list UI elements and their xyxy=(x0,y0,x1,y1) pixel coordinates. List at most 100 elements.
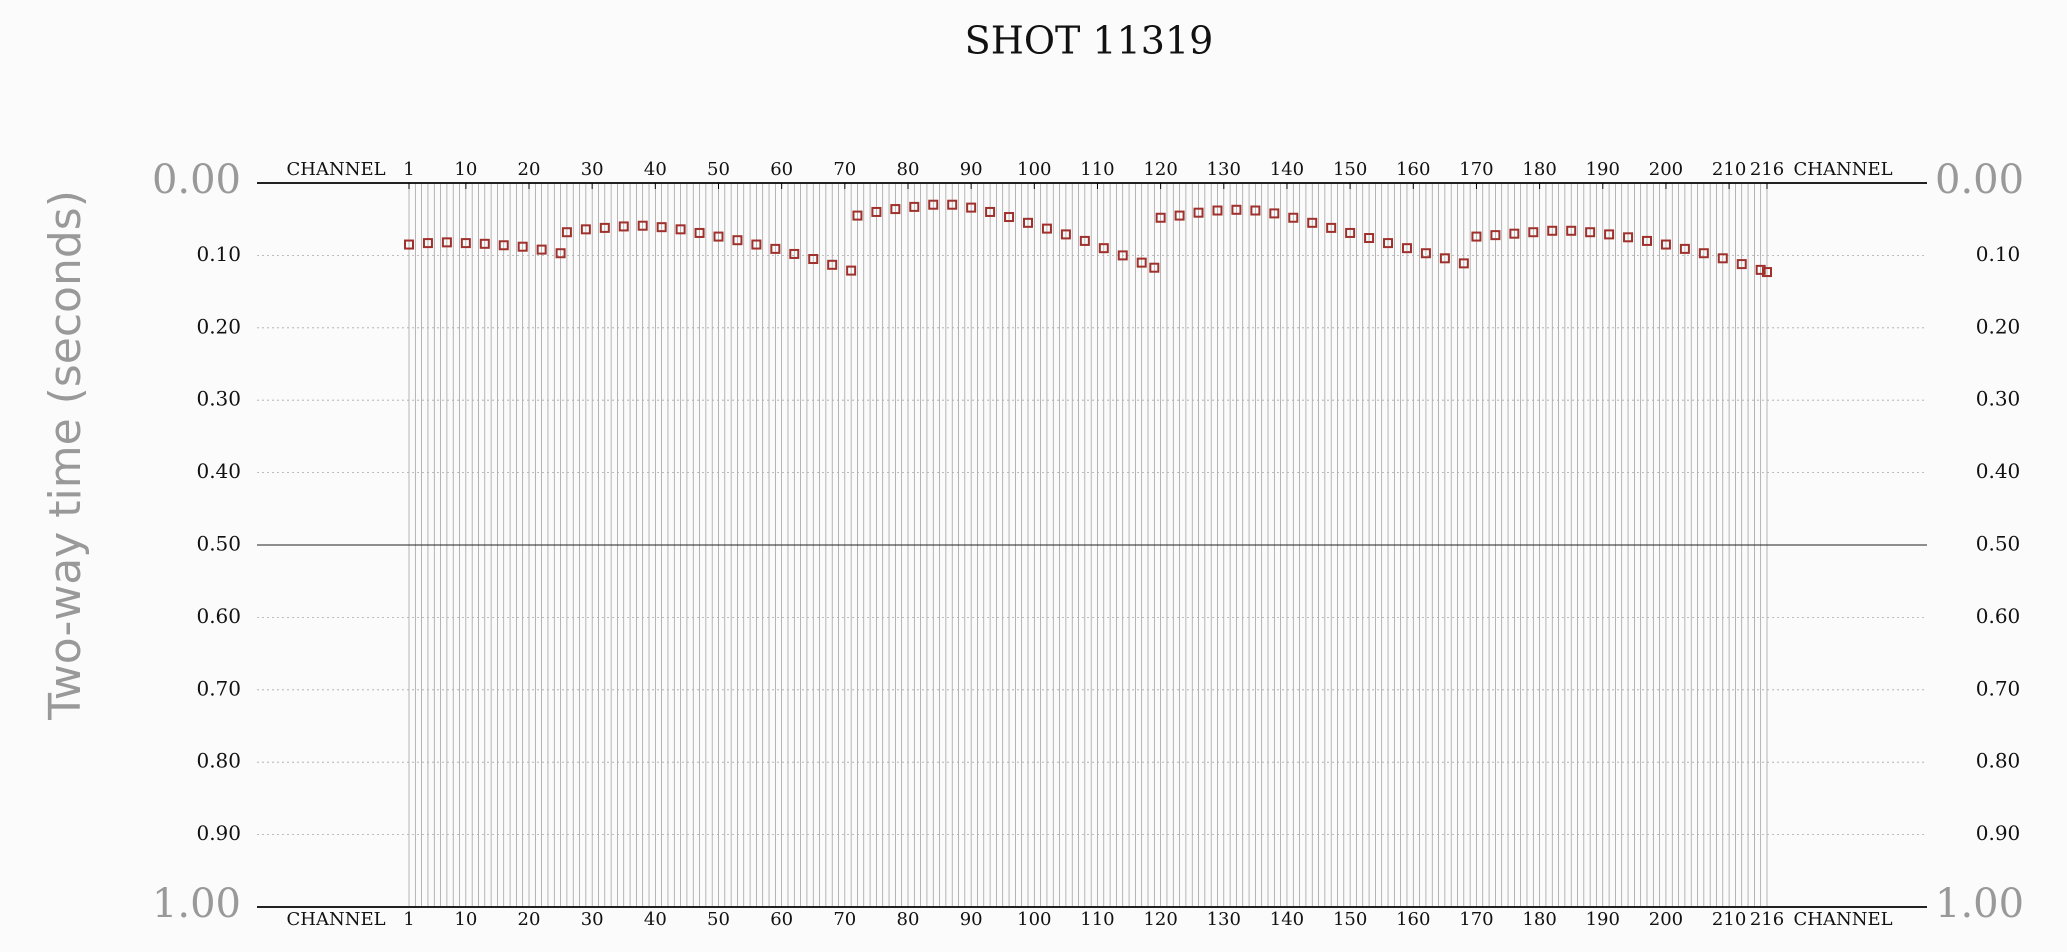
x-tick-label-top: 90 xyxy=(960,159,983,180)
y-tick-label-right: 0.90 xyxy=(1976,821,2021,845)
x-tick-label-bottom: 160 xyxy=(1396,909,1430,930)
x-tick-label-bottom: 80 xyxy=(897,909,920,930)
x-tick-label-bottom: 40 xyxy=(644,909,667,930)
first-break-pick xyxy=(1004,212,1015,223)
x-tick-label-bottom: 140 xyxy=(1270,909,1304,930)
first-break-pick xyxy=(422,238,433,249)
x-tick-label-top: 160 xyxy=(1396,159,1430,180)
x-tick-label-bottom: 100 xyxy=(1017,909,1051,930)
first-break-pick xyxy=(1762,267,1772,278)
x-tick-label-top: 10 xyxy=(454,159,477,180)
first-break-pick xyxy=(1755,264,1766,275)
first-break-pick xyxy=(1383,238,1394,249)
first-break-pick xyxy=(1401,243,1412,254)
first-break-pick xyxy=(1174,210,1185,221)
first-break-pick xyxy=(1288,212,1299,223)
first-break-pick xyxy=(808,254,819,265)
first-break-pick xyxy=(1060,229,1071,240)
y-tick-label-left: 1.00 xyxy=(152,881,241,927)
first-break-pick xyxy=(1149,262,1160,273)
first-break-pick xyxy=(498,240,509,251)
first-break-pick xyxy=(1623,232,1634,243)
first-break-pick xyxy=(770,243,781,254)
x-tick-label-top: 130 xyxy=(1207,159,1241,180)
y-tick-label-right: 1.00 xyxy=(1935,881,2024,927)
x-tick-label-top: 140 xyxy=(1270,159,1304,180)
first-break-pick xyxy=(751,239,762,250)
first-break-pick xyxy=(637,220,648,231)
first-break-pick xyxy=(1155,212,1166,223)
first-break-pick xyxy=(1364,233,1375,244)
x-tick-label-top: 216 xyxy=(1750,159,1784,180)
x-tick-label-bottom: 170 xyxy=(1459,909,1493,930)
x-tick-label-top: 70 xyxy=(833,159,856,180)
first-break-pick xyxy=(827,259,838,270)
x-tick-label-top: 30 xyxy=(581,159,604,180)
y-tick-label-left: 0.10 xyxy=(196,242,241,266)
first-break-pick xyxy=(656,222,667,233)
x-tick-label-bottom: 60 xyxy=(770,909,793,930)
y-tick-label-left: 0.20 xyxy=(196,314,241,338)
first-break-pick xyxy=(675,224,686,235)
x-tick-label-bottom: 10 xyxy=(454,909,477,930)
first-break-pick xyxy=(555,248,566,259)
first-break-pick xyxy=(846,265,857,276)
y-tick-label-right: 0.70 xyxy=(1976,676,2021,700)
first-break-pick xyxy=(536,244,547,255)
x-tick-label-top: 200 xyxy=(1649,159,1683,180)
first-break-pick xyxy=(460,238,471,249)
first-break-pick xyxy=(599,222,610,233)
first-break-pick xyxy=(1117,250,1128,261)
y-tick-label-right: 0.80 xyxy=(1976,749,2021,773)
first-break-pick xyxy=(1269,208,1280,219)
first-break-pick xyxy=(618,221,629,232)
first-break-pick xyxy=(1698,248,1709,259)
first-break-pick xyxy=(1439,253,1450,264)
x-tick-label-top: 110 xyxy=(1080,159,1114,180)
first-break-pick xyxy=(1022,217,1033,228)
first-break-pick xyxy=(1193,207,1204,218)
first-break-pick xyxy=(1660,239,1671,250)
first-break-pick xyxy=(1212,205,1223,216)
first-break-pick xyxy=(1679,243,1690,254)
x-tick-label-top: 100 xyxy=(1017,159,1051,180)
first-break-pick xyxy=(732,235,743,246)
first-break-pick xyxy=(479,238,490,249)
first-break-pick xyxy=(871,206,882,217)
first-break-pick xyxy=(404,239,414,250)
first-break-pick xyxy=(928,199,939,210)
x-tick-label-bottom: 30 xyxy=(581,909,604,930)
first-break-pick xyxy=(1136,257,1147,268)
x-tick-label-bottom: 210 xyxy=(1712,909,1746,930)
x-tick-label-top: 20 xyxy=(518,159,541,180)
y-tick-label-right: 0.40 xyxy=(1976,459,2021,483)
y-tick-label-right: 0.20 xyxy=(1976,314,2021,338)
first-break-pick xyxy=(1528,227,1539,238)
first-break-pick xyxy=(1307,217,1318,228)
first-break-pick xyxy=(1326,222,1337,233)
y-tick-label-right: 0.10 xyxy=(1976,242,2021,266)
y-tick-label-right: 0.60 xyxy=(1976,604,2021,628)
x-tick-label-bottom: 120 xyxy=(1143,909,1177,930)
first-break-pick xyxy=(713,231,724,242)
y-tick-label-left: 0.60 xyxy=(196,604,241,628)
first-break-pick xyxy=(1566,225,1577,236)
x-axis-label-bottom-right: CHANNEL xyxy=(1793,909,1892,930)
first-break-pick xyxy=(1250,205,1261,216)
first-break-pick xyxy=(852,210,863,221)
x-tick-label-top: 180 xyxy=(1522,159,1556,180)
y-tick-label-right: 0.00 xyxy=(1935,157,2024,203)
x-tick-label-bottom: 190 xyxy=(1586,909,1620,930)
first-break-pick xyxy=(985,206,996,217)
first-break-pick xyxy=(1509,228,1520,239)
x-tick-label-top: 50 xyxy=(707,159,730,180)
first-break-pick xyxy=(947,199,958,210)
x-tick-label-top: 60 xyxy=(770,159,793,180)
y-tick-label-left: 0.90 xyxy=(196,821,241,845)
chart-title: SHOT 11319 xyxy=(965,19,1214,63)
x-axis-label-bottom-left: CHANNEL xyxy=(286,909,385,930)
x-tick-label-top: 190 xyxy=(1586,159,1620,180)
y-tick-label-left: 0.70 xyxy=(196,676,241,700)
y-tick-label-left: 0.80 xyxy=(196,749,241,773)
